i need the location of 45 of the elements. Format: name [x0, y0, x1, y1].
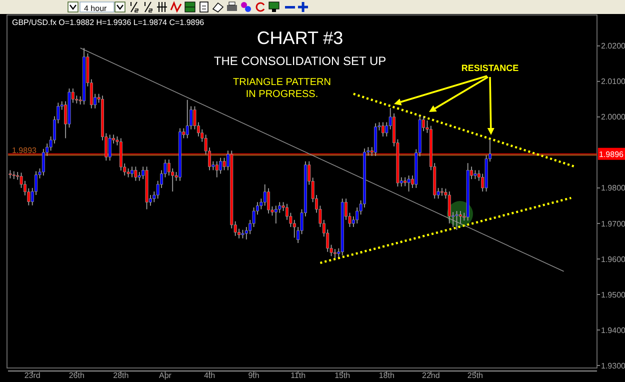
candlestick [130, 166, 134, 178]
ref-line-label: 1.9896 [599, 150, 624, 159]
candlestick [455, 210, 458, 230]
candlestick [267, 188, 270, 214]
x-tick-label: 23rd [24, 371, 40, 380]
candlestick [186, 99, 189, 139]
candlestick [222, 157, 226, 171]
x-tick-label: 11th [290, 371, 306, 380]
y-tick-label: 1.9500 [601, 290, 625, 300]
x-tick-label: 25th [467, 371, 484, 380]
y-tick-label: 1.9400 [601, 326, 625, 335]
annotation: RESISTANCE [461, 63, 519, 73]
candlestick [215, 160, 218, 178]
y-tick-label: 1.9600 [601, 254, 625, 264]
y-tick-label: 1.9300 [601, 361, 625, 370]
y-tick-label: 1.9800 [601, 184, 625, 193]
x-tick-label: 28th [113, 371, 129, 380]
y-tick-label: 2.0000 [601, 112, 625, 122]
candlestick [407, 175, 410, 192]
ref-line-label: 1.9893 [12, 146, 38, 155]
x-tick-label: 22nd [422, 371, 440, 380]
annotation: GBP/USD.fx O=1.9882 H=1.9936 L=1.9874 C=1.9896 [12, 18, 205, 27]
candlestick [381, 122, 384, 137]
candlestick [134, 166, 138, 182]
candlestick [458, 210, 462, 224]
text: 4 hour [84, 4, 108, 13]
candlestick [356, 207, 359, 224]
x-tick-label: 26th [68, 371, 84, 380]
y-tick-label: 2.0200 [601, 42, 625, 51]
annotation: TRIANGLE PATTERN IN PROGRESS. [233, 77, 331, 100]
text: CHART #3 [256, 28, 344, 48]
candlestick [263, 184, 266, 206]
x-tick-label: Apr [158, 371, 172, 380]
x-tick-label: 4th [204, 371, 216, 380]
y-tick-label: 2.0100 [601, 77, 625, 86]
candlestick [274, 205, 278, 224]
candlestick [108, 134, 112, 162]
x-tick-label: 15th [334, 371, 350, 380]
candlestick [219, 157, 222, 174]
candlestick [448, 191, 451, 224]
y-tick-label: 1.9700 [601, 219, 625, 228]
x-tick-label: 9th [248, 371, 260, 380]
text: THE CONSOLIDATION SET UP [214, 54, 386, 68]
candlestick [333, 248, 336, 258]
x-tick-label: 18th [378, 371, 394, 380]
